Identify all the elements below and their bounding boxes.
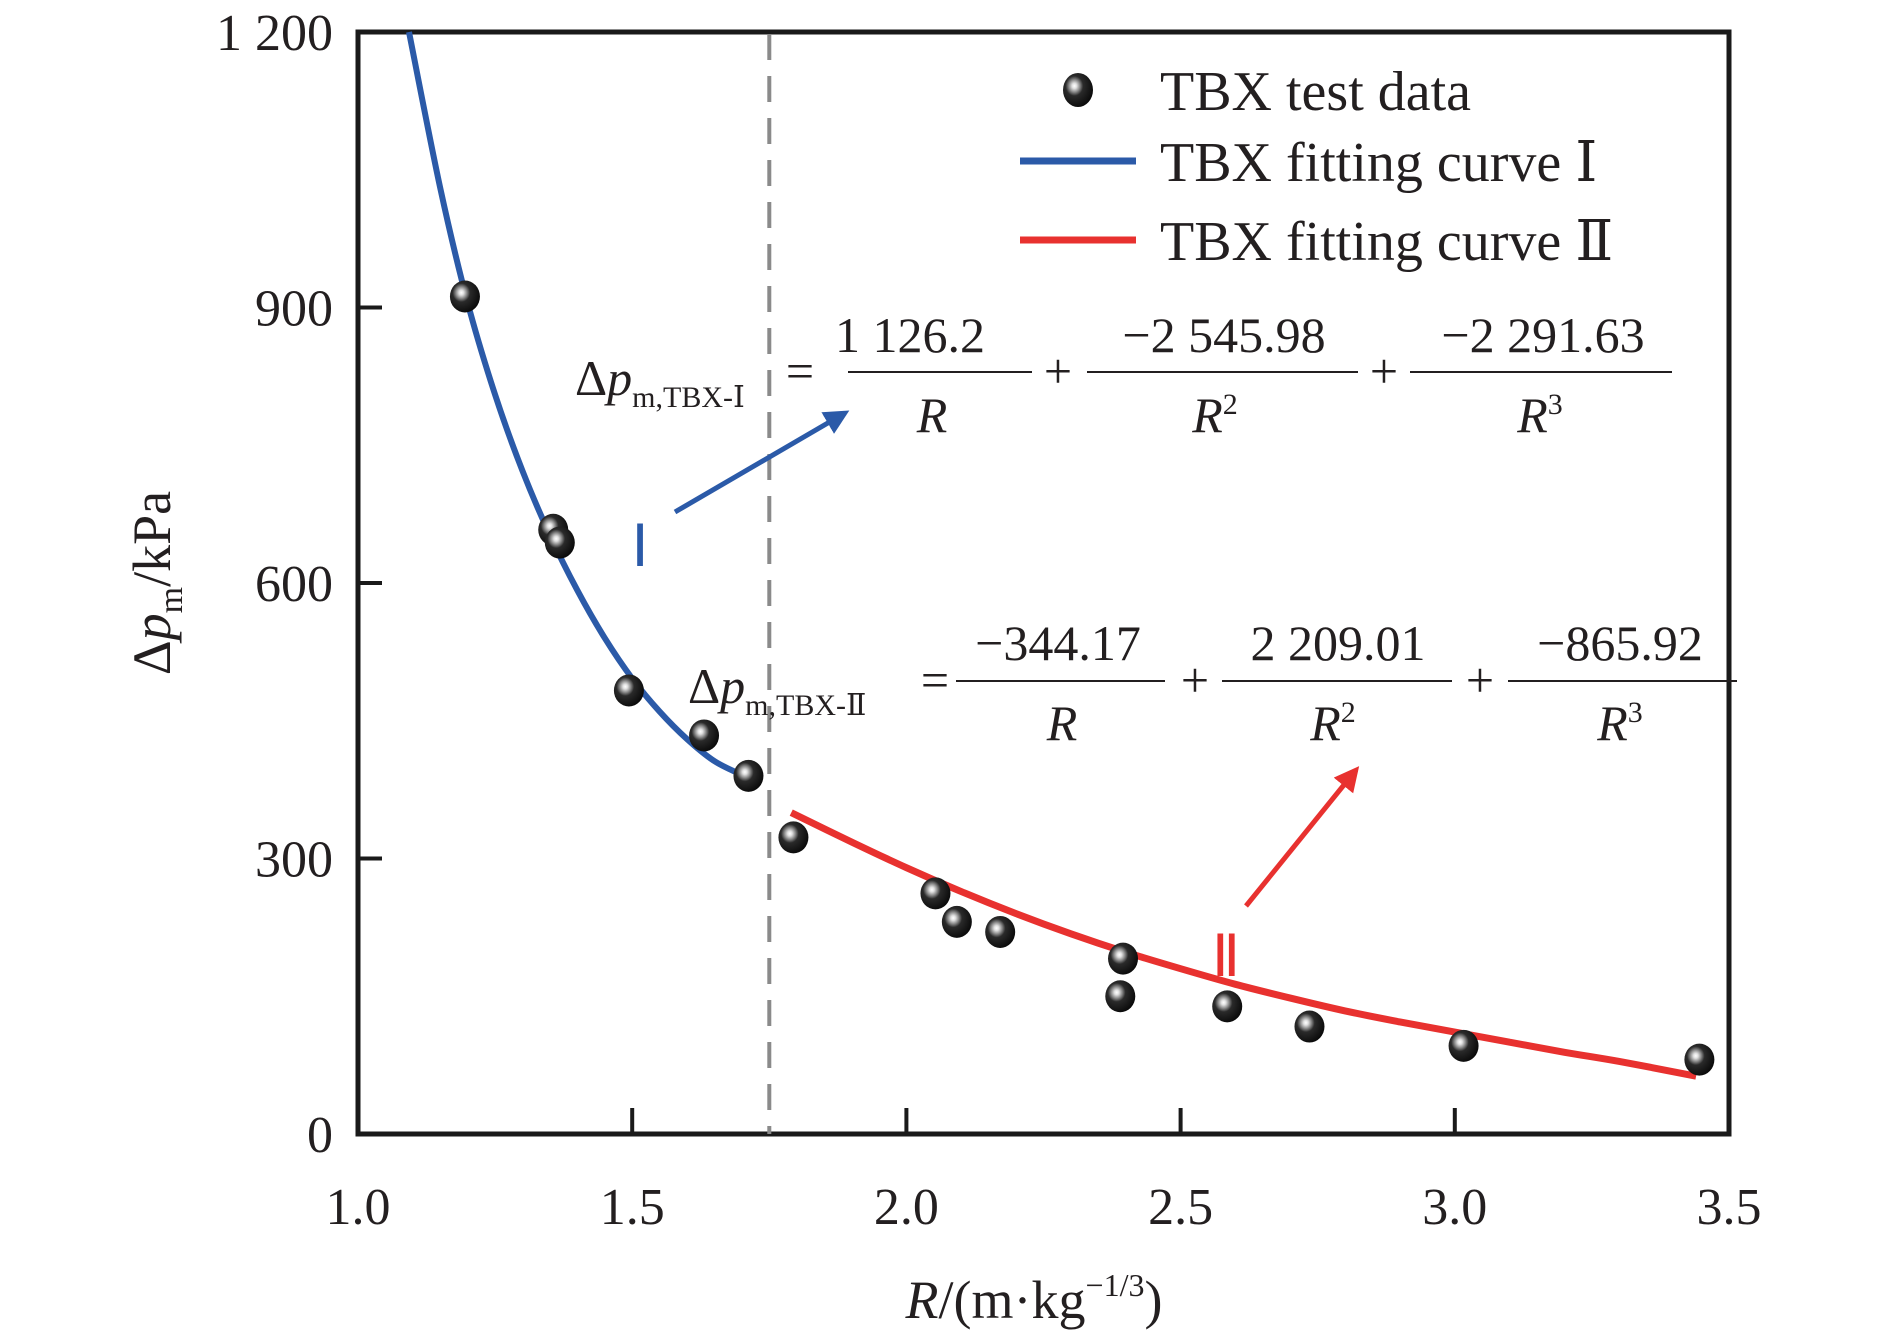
data-point bbox=[733, 759, 764, 792]
plot-frame bbox=[355, 29, 1732, 1137]
x-axis-title: R/(m·kg−1/3) bbox=[905, 1267, 1163, 1330]
fitting-curve-II bbox=[789, 809, 1697, 1080]
data-point bbox=[449, 280, 480, 313]
y-tick-label: 900 bbox=[255, 281, 333, 338]
data-point bbox=[544, 526, 575, 559]
equation-II-lhs: Δpm,TBX-Ⅱ bbox=[688, 658, 866, 722]
equation-I-den-1: R bbox=[916, 387, 948, 443]
y-axis-title: Δpm/kPa bbox=[122, 491, 190, 675]
equation-II-num-2: 2 209.01 bbox=[1251, 615, 1426, 671]
legend-item-curve-II: TBX fitting curve Ⅱ bbox=[1020, 211, 1613, 273]
equation-I: Δpm,TBX-Ⅰ = 1 126.2 R + −2 545.98 R2 + −… bbox=[575, 307, 1672, 443]
data-point bbox=[941, 905, 972, 938]
equation-I-den-2: R2 bbox=[1191, 387, 1238, 443]
sphere-marker-icon bbox=[1063, 73, 1093, 107]
x-tick-label: 1.0 bbox=[326, 1179, 391, 1236]
data-point bbox=[689, 719, 720, 752]
legend-label: TBX test data bbox=[1160, 61, 1471, 123]
y-axis-ticks: 0 300 600 900 1 200 bbox=[216, 5, 382, 1164]
equation-I-num-3: −2 291.63 bbox=[1441, 307, 1644, 363]
arrow-icon bbox=[1244, 766, 1360, 908]
legend: TBX test data TBX fitting curve Ⅰ TBX fi… bbox=[1020, 61, 1613, 273]
equation-II-num-3: −865.92 bbox=[1537, 615, 1703, 671]
legend-item-test-data: TBX test data bbox=[1063, 61, 1471, 123]
equation-II-den-1: R bbox=[1046, 695, 1078, 751]
equation-II-den-2: R2 bbox=[1309, 695, 1356, 751]
y-tick-label: 300 bbox=[255, 832, 333, 889]
equation-II-den-3: R3 bbox=[1596, 695, 1643, 751]
data-point bbox=[1212, 990, 1243, 1023]
data-point bbox=[1448, 1029, 1479, 1062]
equation-I-num-2: −2 545.98 bbox=[1122, 307, 1325, 363]
equation-II: Δpm,TBX-Ⅱ = −344.17 R + 2 209.01 R2 + −8… bbox=[688, 615, 1737, 751]
equation-I-plus-2: + bbox=[1370, 343, 1398, 399]
legend-label: TBX fitting curve Ⅱ bbox=[1160, 211, 1613, 273]
y-tick-label: 0 bbox=[307, 1107, 333, 1164]
equation-II-plus-1: + bbox=[1181, 652, 1209, 708]
data-point bbox=[1108, 942, 1139, 975]
data-point bbox=[778, 821, 809, 854]
legend-item-curve-I: TBX fitting curve Ⅰ bbox=[1020, 132, 1597, 194]
x-axis-title-var: R bbox=[905, 1270, 939, 1330]
data-point bbox=[1294, 1010, 1325, 1043]
x-tick-label: 1.5 bbox=[600, 1179, 665, 1236]
equation-I-lhs: Δpm,TBX-Ⅰ bbox=[575, 350, 745, 414]
equation-I-plus-1: + bbox=[1044, 343, 1072, 399]
x-tick-label: 3.0 bbox=[1422, 1179, 1487, 1236]
data-point bbox=[613, 674, 644, 707]
equation-I-num-1: 1 126.2 bbox=[835, 307, 985, 363]
data-point bbox=[1105, 980, 1136, 1013]
x-axis-title-exponent: −1/3 bbox=[1086, 1267, 1145, 1303]
x-axis-title-close: ) bbox=[1144, 1270, 1162, 1330]
test-data-points bbox=[449, 280, 1715, 1076]
fitting-curve-I bbox=[406, 31, 755, 784]
data-point bbox=[920, 877, 951, 910]
equation-II-plus-2: + bbox=[1466, 652, 1494, 708]
x-axis-title-unit: /(m·kg bbox=[939, 1270, 1086, 1330]
equation-II-num-1: −344.17 bbox=[975, 615, 1141, 671]
x-tick-label: 3.5 bbox=[1697, 1179, 1762, 1236]
data-point bbox=[1684, 1043, 1715, 1076]
equation-II-equals: = bbox=[921, 652, 949, 708]
region-I-label: Ⅰ bbox=[631, 514, 648, 579]
arrow-icon bbox=[673, 410, 850, 515]
legend-label: TBX fitting curve Ⅰ bbox=[1160, 132, 1597, 194]
x-tick-label: 2.5 bbox=[1148, 1179, 1213, 1236]
equation-I-den-3: R3 bbox=[1516, 387, 1563, 443]
x-tick-label: 2.0 bbox=[874, 1179, 939, 1236]
x-axis-ticks: 1.0 1.5 2.0 2.5 3.0 3.5 bbox=[326, 1108, 1762, 1236]
equation-I-equals: = bbox=[786, 343, 814, 399]
y-tick-label: 1 200 bbox=[216, 5, 333, 62]
region-II-label: Ⅱ bbox=[1212, 924, 1241, 989]
y-tick-label: 600 bbox=[255, 556, 333, 613]
data-point bbox=[985, 915, 1016, 948]
